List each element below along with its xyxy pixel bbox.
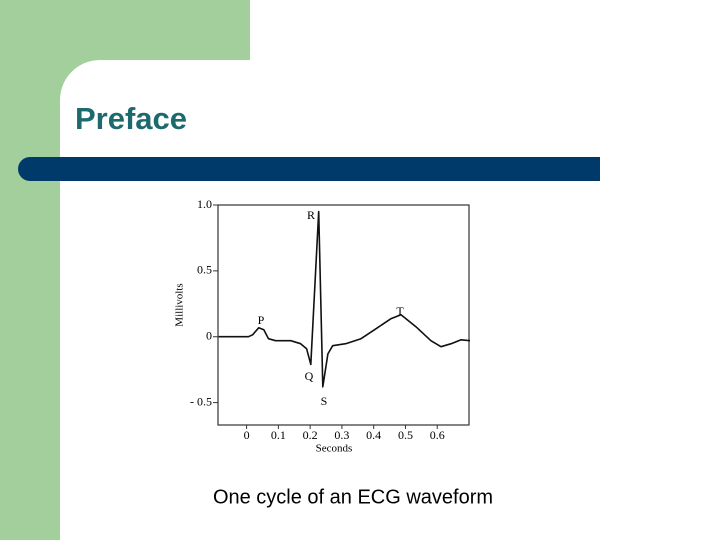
plot-frame	[217, 204, 470, 426]
wave-label: Q	[305, 369, 314, 383]
y-tick-label: 1.0	[197, 197, 212, 211]
x-tick-label: 0.6	[430, 428, 445, 442]
y-tick-label: 0	[206, 328, 212, 342]
x-tick-label: 0.5	[398, 428, 413, 442]
y-axis-label: Millivolts	[174, 283, 186, 326]
wave-label: S	[321, 394, 328, 408]
ecg-line	[218, 210, 471, 388]
y-tick-label: - 0.5	[190, 394, 212, 408]
x-tick-label: 0	[244, 428, 250, 442]
corner	[60, 60, 100, 100]
y-tick-label: 0.5	[197, 263, 212, 277]
wave-label: R	[307, 208, 315, 222]
chart: 1.0 0.5 0 - 0.5 0 0.1 0.2 0.3 0.4 0.5 0.6 Seconds Mi…	[174, 197, 471, 455]
caption: One cycle of an ECG waveform	[213, 486, 493, 508]
x-tick-label: 0.4	[366, 428, 381, 442]
top-band	[0, 0, 250, 60]
x-tick-label: 0.1	[271, 428, 286, 442]
wave-label: T	[396, 304, 404, 318]
x-axis-label: Seconds	[316, 443, 353, 455]
slide-title: Preface	[75, 101, 187, 136]
x-tick-label: 0.2	[303, 428, 318, 442]
title-rule	[18, 157, 600, 181]
side-band	[0, 0, 60, 540]
x-tick-label: 0.3	[334, 428, 349, 442]
wave-label: P	[258, 313, 265, 327]
